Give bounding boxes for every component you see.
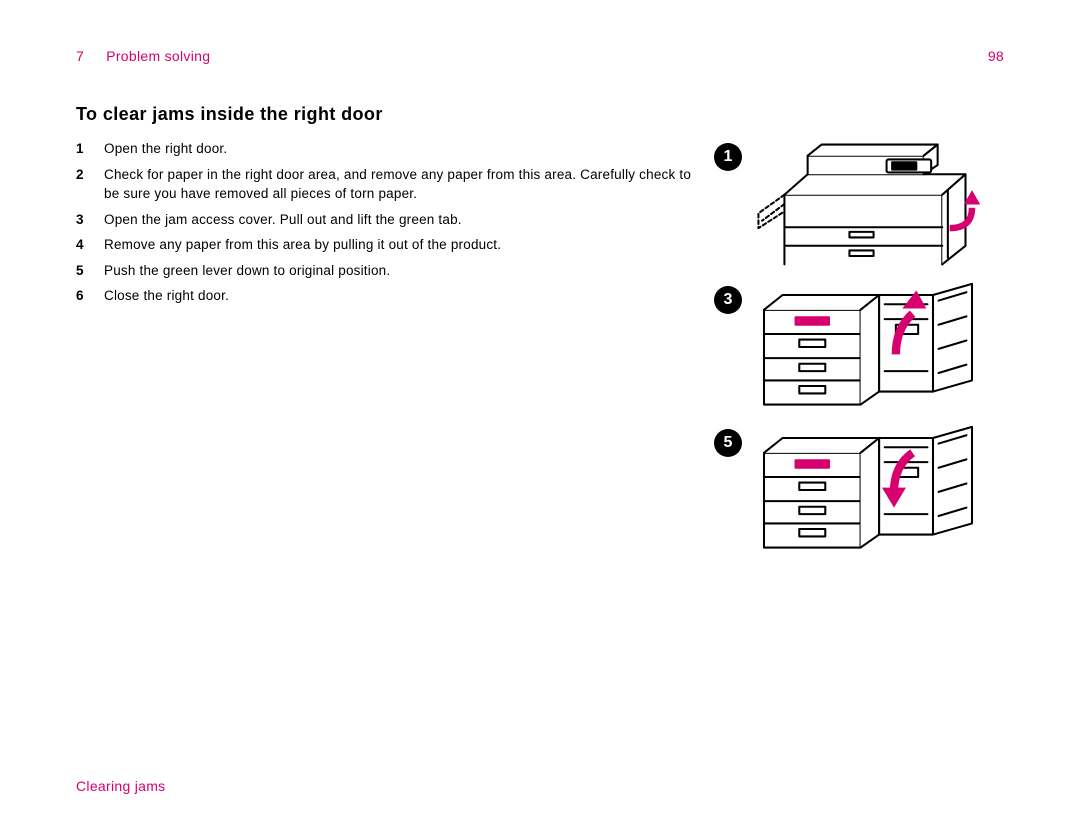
steps-list: 1 Open the right door. 2 Check for paper in… [76, 139, 694, 306]
step-text: Open the jam access cover. Pull out and … [104, 212, 462, 227]
step-number: 1 [76, 139, 84, 159]
step-number: 6 [76, 286, 84, 306]
footer-section: Clearing jams [76, 778, 166, 794]
chapter-ref: 7 Problem solving [76, 48, 210, 64]
step-item: 2 Check for paper in the right door area,… [76, 165, 694, 204]
step-number: 3 [76, 210, 84, 230]
step-text: Open the right door. [104, 141, 227, 156]
figure-svg [748, 282, 1004, 417]
callout-badge: 5 [714, 429, 742, 457]
page-number: 98 [988, 48, 1004, 64]
manual-page: 7 Problem solving 98 To clear jams insid… [0, 0, 1080, 834]
figure-svg [748, 425, 1004, 560]
figure-block: 5 [714, 425, 1004, 560]
chapter-number: 7 [76, 48, 102, 64]
step-item: 6 Close the right door. [76, 286, 694, 306]
chapter-title: Problem solving [106, 48, 210, 64]
figure-block: 3 [714, 282, 1004, 417]
step-item: 5 Push the green lever down to original p… [76, 261, 694, 281]
step-text: Check for paper in the right door area, … [104, 167, 691, 202]
step-item: 4 Remove any paper from this area by pull… [76, 235, 694, 255]
content-row: 1 Open the right door. 2 Check for paper in… [76, 139, 1004, 568]
callout-badge: 1 [714, 143, 742, 171]
section-title: To clear jams inside the right door [76, 104, 1004, 125]
figure-svg [748, 139, 1004, 274]
step-text: Remove any paper from this area by pulli… [104, 237, 501, 252]
step-number: 4 [76, 235, 84, 255]
figures-column: 1 [714, 139, 1004, 568]
step-number: 5 [76, 261, 84, 281]
step-text: Close the right door. [104, 288, 229, 303]
steps-column: 1 Open the right door. 2 Check for paper in… [76, 139, 694, 312]
page-header: 7 Problem solving 98 [76, 48, 1004, 64]
step-item: 1 Open the right door. [76, 139, 694, 159]
step-item: 3 Open the jam access cover. Pull out and… [76, 210, 694, 230]
step-number: 2 [76, 165, 84, 185]
step-text: Push the green lever down to original po… [104, 263, 390, 278]
callout-badge: 3 [714, 286, 742, 314]
figure-block: 1 [714, 139, 1004, 274]
